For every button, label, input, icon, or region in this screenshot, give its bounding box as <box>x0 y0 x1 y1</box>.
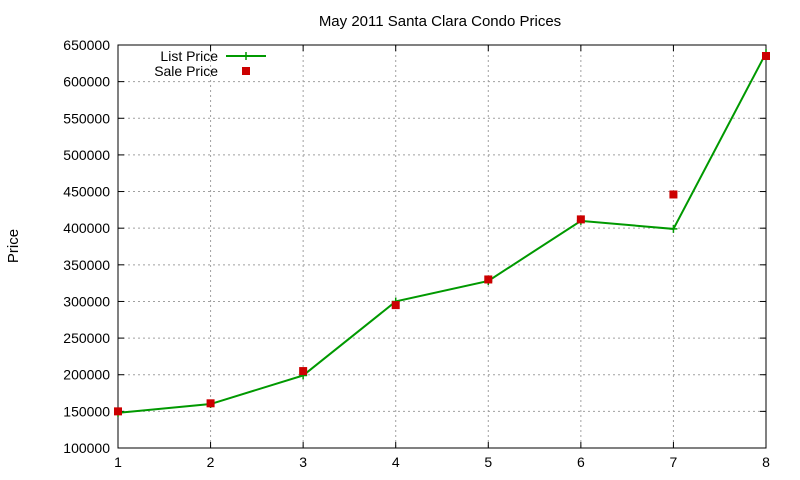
y-axis-label: Price <box>5 229 22 263</box>
series-sale-price <box>114 51 770 416</box>
grid <box>118 45 766 448</box>
y-tick-label: 100000 <box>63 440 110 456</box>
x-tick-label: 4 <box>392 454 400 470</box>
y-tick-label: 250000 <box>63 330 110 346</box>
legend-swatch-square <box>242 67 250 75</box>
series <box>114 49 770 417</box>
plot-frame <box>117 44 767 449</box>
series-line <box>117 52 767 414</box>
y-tick-label: 300000 <box>63 293 110 309</box>
data-point-square <box>206 399 215 408</box>
data-point-square <box>299 367 308 376</box>
y-tick-label: 550000 <box>63 110 110 126</box>
y-tick-label: 600000 <box>63 74 110 90</box>
y-tick-label: 450000 <box>63 184 110 200</box>
y-tick-label: 500000 <box>63 147 110 163</box>
x-tick-label: 6 <box>577 454 585 470</box>
legend-item: List Price <box>160 48 266 64</box>
data-point-plus <box>669 224 678 233</box>
x-tick-label: 1 <box>114 454 122 470</box>
data-point-square <box>391 301 400 310</box>
data-point-square <box>762 51 770 60</box>
legend-label: Sale Price <box>154 63 218 79</box>
x-tick-label: 5 <box>484 454 492 470</box>
x-tick-label: 7 <box>670 454 678 470</box>
y-tick-label: 200000 <box>63 367 110 383</box>
data-point-square <box>484 275 493 284</box>
series-list-price <box>114 49 770 417</box>
axis-ticks: 1 2 3 4 5 6 7 8 100000 150000 200000 250000 300000 35… <box>63 37 770 470</box>
x-tick-label: 8 <box>762 454 770 470</box>
data-point-square <box>576 215 585 224</box>
data-point-square <box>114 407 122 416</box>
x-tick-label: 2 <box>207 454 215 470</box>
x-tick-label: 3 <box>299 454 307 470</box>
chart-title: May 2011 Santa Clara Condo Prices <box>319 13 561 30</box>
legend-item: Sale Price <box>154 63 250 79</box>
legend-label: List Price <box>160 48 218 64</box>
y-tick-label: 650000 <box>63 37 110 53</box>
legend-swatch-plus <box>242 52 250 60</box>
y-tick-label: 350000 <box>63 257 110 273</box>
y-tick-label: 400000 <box>63 220 110 236</box>
y-tick-label: 150000 <box>63 403 110 419</box>
data-point-square <box>669 190 678 199</box>
